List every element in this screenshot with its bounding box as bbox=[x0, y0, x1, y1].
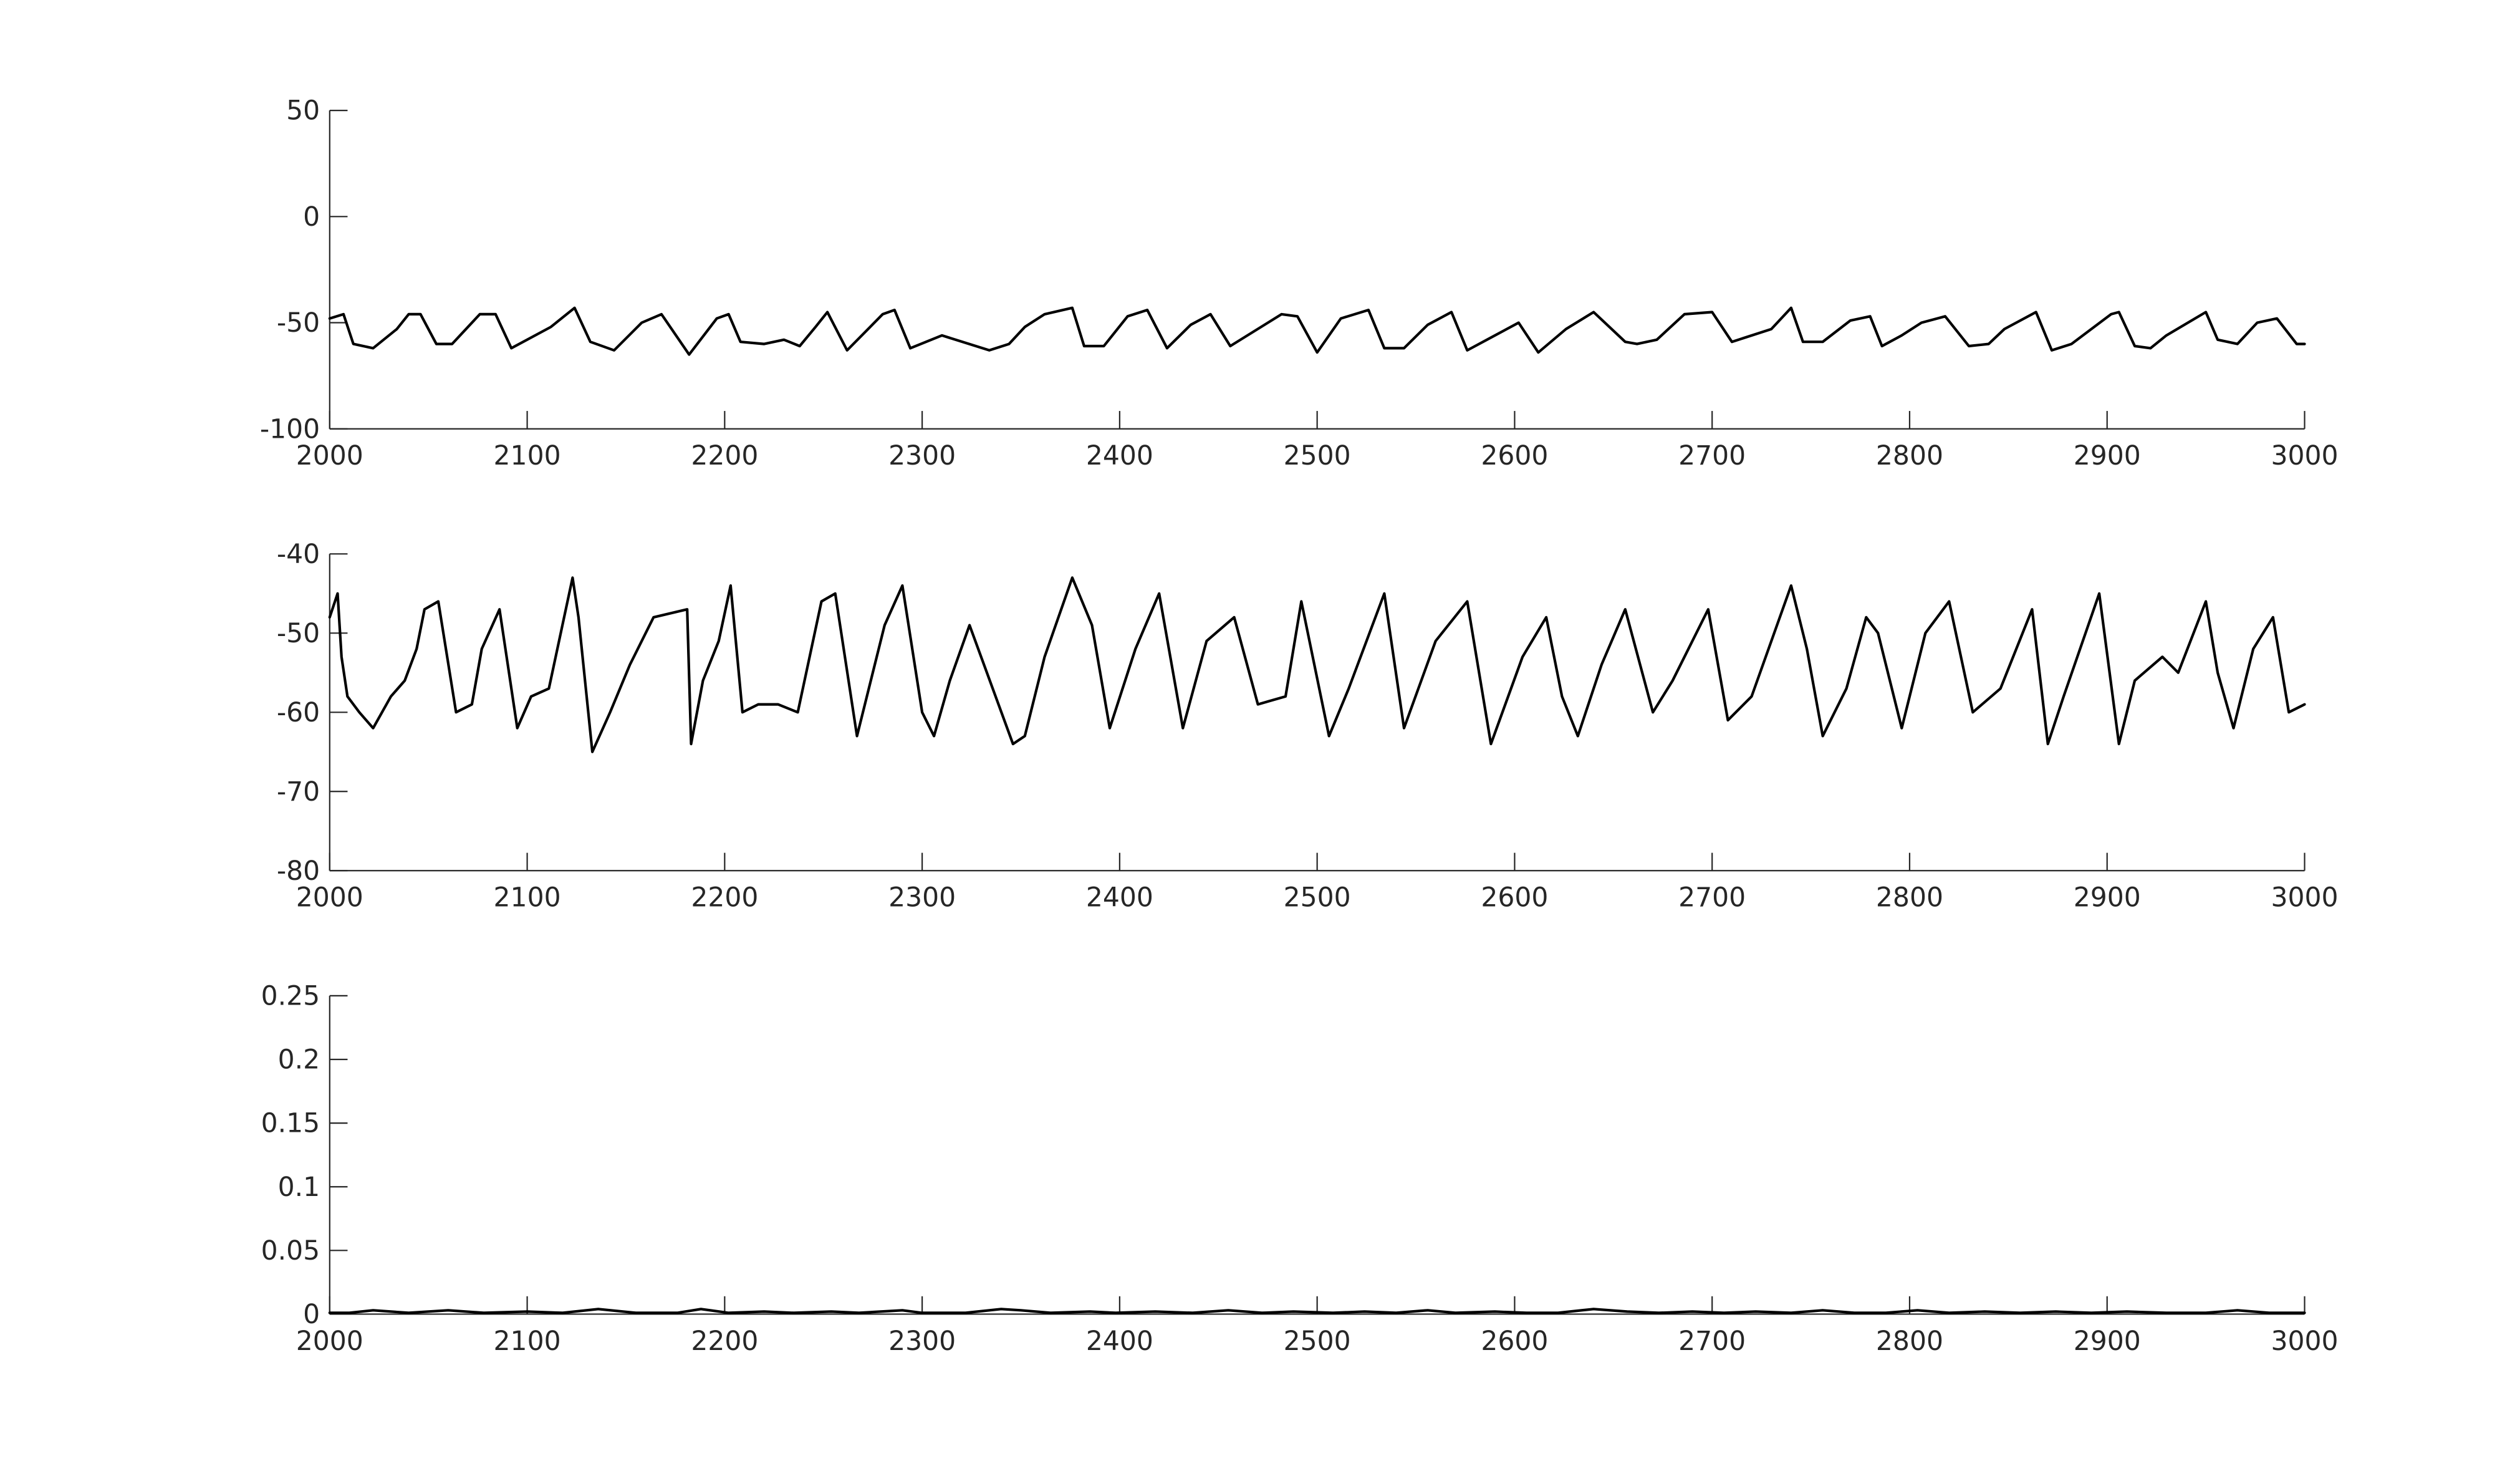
x-tick-label-middle: 2200 bbox=[691, 883, 758, 914]
y-tick-label-middle: -50 bbox=[277, 619, 320, 649]
y-tick-label-bottom: 0.25 bbox=[261, 981, 320, 1011]
x-tick-label-middle: 2600 bbox=[1481, 883, 1548, 914]
x-tick-label-bottom: 2600 bbox=[1481, 1326, 1548, 1357]
x-tick-label-middle: 3000 bbox=[2271, 883, 2338, 914]
y-tick-label-middle: -70 bbox=[277, 777, 320, 808]
series-line-bottom-0 bbox=[328, 1308, 2306, 1314]
x-tick-label-top: 2100 bbox=[494, 441, 561, 471]
series-line-middle-0 bbox=[328, 576, 2306, 753]
y-tick-label-bottom: 0 bbox=[303, 1299, 320, 1330]
y-tick-label-bottom: 0.2 bbox=[278, 1045, 320, 1076]
x-tick-label-bottom: 2900 bbox=[2074, 1326, 2141, 1357]
x-tick-label-top: 2800 bbox=[1876, 441, 1943, 471]
x-tick-label-middle: 2100 bbox=[494, 883, 561, 914]
subplot-bottom: 2000 2100 2200 2300 2400 2500 2600 2700 2800 2900… bbox=[261, 981, 2339, 1356]
x-tick-label-top: 3000 bbox=[2271, 441, 2338, 471]
x-tick-label-top: 2600 bbox=[1481, 441, 1548, 471]
subplot-middle: 2000 2100 2200 2300 2400 2500 2600 2700 2800 2900… bbox=[277, 539, 2339, 914]
y-tick-label-middle: -60 bbox=[277, 698, 320, 728]
x-tick-label-bottom: 2500 bbox=[1284, 1326, 1351, 1357]
x-tick-label-bottom: 2400 bbox=[1086, 1326, 1153, 1357]
y-tick-label-bottom: 0.05 bbox=[261, 1236, 320, 1266]
y-tick-label-top: 50 bbox=[286, 96, 320, 127]
y-tick-label-middle: -80 bbox=[277, 856, 320, 887]
subplot-top: 2000 2100 2200 2300 2400 2500 2600 2700 2800 2900… bbox=[260, 96, 2339, 471]
x-tick-label-top: 2700 bbox=[1678, 441, 1746, 471]
x-tick-label-top: 2900 bbox=[2074, 441, 2141, 471]
y-tick-label-top: 0 bbox=[303, 202, 320, 233]
x-tick-label-bottom: 2200 bbox=[691, 1326, 758, 1357]
x-tick-label-bottom: 2800 bbox=[1876, 1326, 1943, 1357]
y-tick-label-bottom: 0.1 bbox=[278, 1172, 320, 1203]
x-tick-label-bottom: 2000 bbox=[296, 1326, 363, 1357]
x-tick-label-top: 2400 bbox=[1086, 441, 1153, 471]
x-tick-label-bottom: 3000 bbox=[2271, 1326, 2338, 1357]
y-tick-label-bottom: 0.15 bbox=[261, 1109, 320, 1139]
x-tick-label-middle: 2500 bbox=[1284, 883, 1351, 914]
x-tick-label-top: 2200 bbox=[691, 441, 758, 471]
x-tick-label-middle: 2900 bbox=[2074, 883, 2141, 914]
x-tick-label-bottom: 2100 bbox=[494, 1326, 561, 1357]
x-tick-label-middle: 2000 bbox=[296, 883, 363, 914]
y-tick-label-middle: -40 bbox=[277, 539, 320, 570]
x-tick-label-middle: 2400 bbox=[1086, 883, 1153, 914]
x-tick-label-middle: 2800 bbox=[1876, 883, 1943, 914]
x-tick-label-top: 2500 bbox=[1284, 441, 1351, 471]
y-tick-label-top: -100 bbox=[260, 414, 320, 445]
x-tick-label-middle: 2300 bbox=[888, 883, 956, 914]
x-tick-label-middle: 2700 bbox=[1678, 883, 1746, 914]
y-tick-label-top: -50 bbox=[277, 308, 320, 339]
x-tick-label-bottom: 2300 bbox=[888, 1326, 956, 1357]
x-tick-label-top: 2000 bbox=[296, 441, 363, 471]
x-tick-label-bottom: 2700 bbox=[1678, 1326, 1746, 1357]
series-line-top-0 bbox=[328, 306, 2306, 356]
x-tick-label-top: 2300 bbox=[888, 441, 956, 471]
